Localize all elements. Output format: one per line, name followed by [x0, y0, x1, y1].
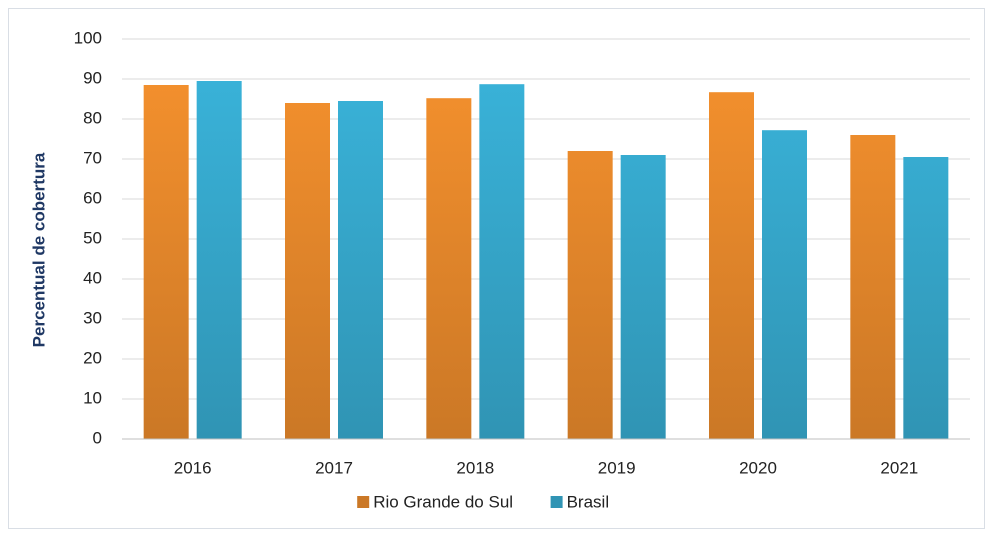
bar — [285, 103, 330, 439]
chart-border — [8, 8, 985, 529]
bar — [338, 101, 383, 439]
x-tick-label: 2016 — [174, 458, 212, 477]
x-tick-label: 2018 — [456, 458, 494, 477]
y-tick-label: 40 — [83, 268, 102, 287]
bar — [196, 81, 242, 439]
bar — [903, 157, 949, 439]
bar — [620, 155, 666, 439]
y-tick-label: 20 — [83, 348, 102, 367]
bar — [479, 84, 525, 439]
bar — [567, 151, 613, 439]
x-tick-label: 2017 — [315, 458, 353, 477]
y-tick-label: 30 — [83, 308, 102, 327]
legend-label: Rio Grande do Sul — [373, 492, 513, 511]
y-tick-label: 60 — [83, 188, 102, 207]
y-tick-label: 50 — [83, 228, 102, 247]
bar — [143, 85, 189, 439]
y-tick-label: 80 — [83, 108, 102, 127]
y-axis-label: Percentual de cobertura — [29, 152, 48, 347]
y-tick-label: 100 — [74, 28, 102, 47]
x-tick-label: 2020 — [739, 458, 777, 477]
y-tick-label: 90 — [83, 68, 102, 87]
bar — [762, 130, 807, 439]
y-tick-label: 10 — [83, 388, 102, 407]
x-tick-label: 2019 — [598, 458, 636, 477]
x-tick-label: 2021 — [880, 458, 918, 477]
legend-swatch — [550, 496, 563, 508]
y-tick-label: 70 — [83, 148, 102, 167]
bar — [850, 135, 896, 439]
legend-label: Brasil — [567, 492, 610, 511]
bar — [709, 92, 754, 439]
bar — [426, 98, 472, 439]
y-tick-label: 0 — [93, 428, 102, 447]
legend-swatch — [357, 496, 370, 508]
